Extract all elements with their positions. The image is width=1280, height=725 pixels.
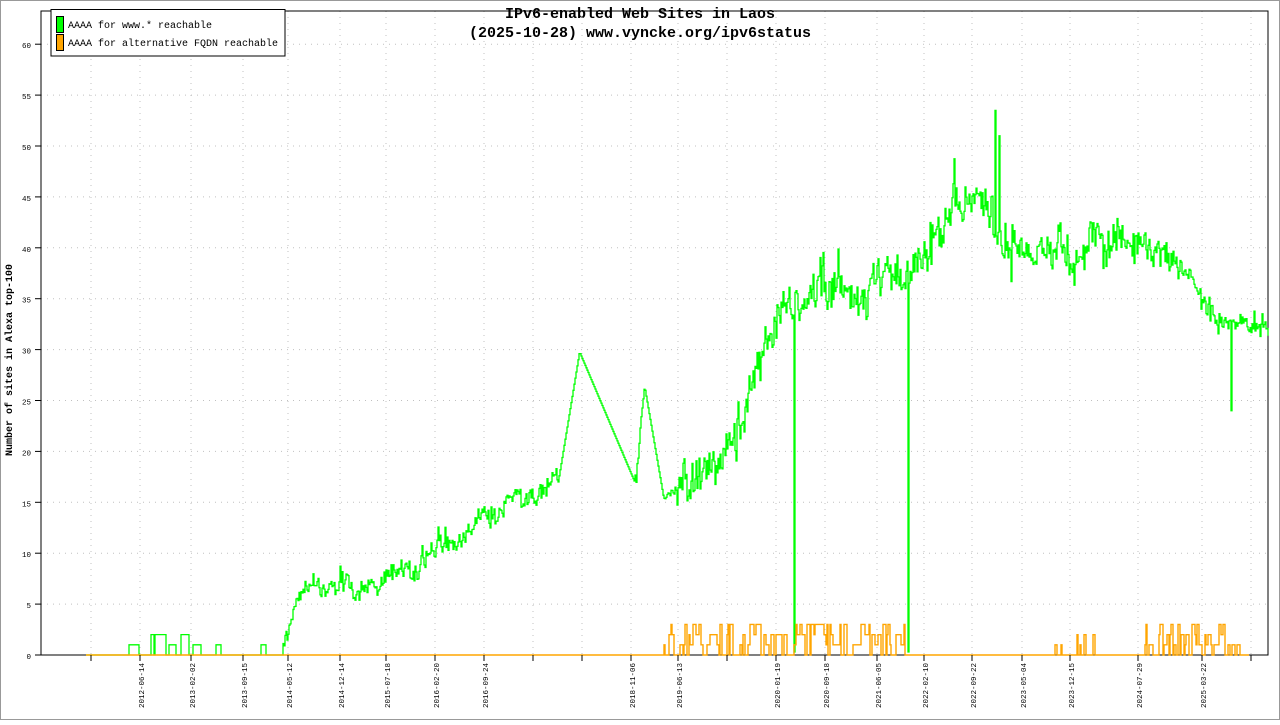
svg-text:5: 5: [26, 603, 31, 611]
svg-text:2016-02-20: 2016-02-20: [434, 663, 442, 709]
svg-text:2019-06-13: 2019-06-13: [677, 663, 685, 709]
svg-text:30: 30: [22, 349, 32, 357]
svg-text:IPv6-enabled Web Sites in Laos: IPv6-enabled Web Sites in Laos: [505, 6, 775, 23]
svg-text:2016-09-24: 2016-09-24: [483, 663, 491, 709]
svg-text:25: 25: [22, 400, 32, 408]
svg-text:2014-12-14: 2014-12-14: [339, 663, 347, 709]
svg-text:AAAA for www.* reachable: AAAA for www.* reachable: [68, 20, 212, 32]
svg-text:2020-01-19: 2020-01-19: [775, 663, 783, 708]
svg-text:55: 55: [22, 94, 32, 102]
svg-text:45: 45: [22, 196, 32, 204]
svg-text:40: 40: [22, 247, 32, 255]
svg-text:35: 35: [22, 298, 32, 306]
svg-text:AAAA for alternative FQDN reac: AAAA for alternative FQDN reachable: [68, 38, 278, 50]
svg-text:Number of sites in Alexa top-1: Number of sites in Alexa top-100: [4, 264, 16, 456]
svg-text:2022-09-22: 2022-09-22: [971, 663, 979, 708]
svg-text:10: 10: [22, 552, 32, 560]
svg-text:(2025-10-28) www.vyncke.org/ip: (2025-10-28) www.vyncke.org/ipv6status: [469, 25, 811, 42]
svg-text:20: 20: [22, 450, 32, 458]
svg-text:2014-05-12: 2014-05-12: [287, 663, 295, 708]
svg-text:2025-03-22: 2025-03-22: [1201, 663, 1209, 708]
svg-text:2021-06-05: 2021-06-05: [876, 663, 884, 709]
svg-text:2023-05-04: 2023-05-04: [1021, 663, 1029, 709]
svg-text:2018-11-06: 2018-11-06: [630, 663, 638, 709]
svg-text:50: 50: [22, 145, 32, 153]
svg-text:2022-02-10: 2022-02-10: [923, 663, 931, 709]
svg-text:2012-06-14: 2012-06-14: [139, 663, 147, 709]
svg-text:2013-02-02: 2013-02-02: [190, 663, 198, 708]
svg-text:2015-07-18: 2015-07-18: [385, 663, 393, 708]
svg-text:2024-07-29: 2024-07-29: [1137, 663, 1145, 708]
svg-text:2020-09-18: 2020-09-18: [824, 663, 832, 708]
svg-text:2023-12-15: 2023-12-15: [1069, 663, 1077, 709]
svg-text:0: 0: [26, 654, 31, 662]
svg-text:2013-09-15: 2013-09-15: [242, 663, 250, 709]
svg-text:15: 15: [22, 501, 32, 509]
svg-text:60: 60: [22, 43, 32, 51]
